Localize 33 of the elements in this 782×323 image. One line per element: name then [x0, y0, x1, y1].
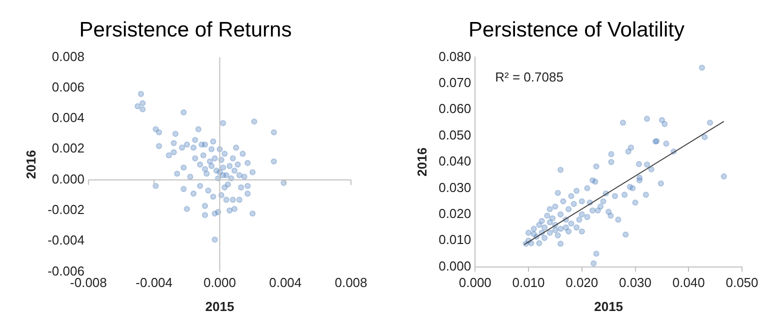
- annotation: R² = 0.7085: [495, 69, 564, 84]
- x-tick-label: 0.040: [672, 275, 705, 290]
- y-tick-label: 0.000: [438, 258, 472, 274]
- x-tick-label: 0.008: [334, 275, 368, 290]
- y-axis-title: 2016: [23, 150, 38, 179]
- chart-title: Persistence of Returns: [79, 18, 292, 42]
- y-tick-label: 0.008: [52, 48, 84, 64]
- x-tick-label: -0.004: [136, 275, 173, 290]
- y-tick-label: 0.030: [438, 180, 472, 195]
- y-tick-label: 0.080: [438, 48, 472, 64]
- y-tick-label: 0.002: [52, 140, 84, 156]
- y-tick-label: 0.000: [52, 171, 84, 186]
- x-tick-label: 0.000: [458, 275, 492, 290]
- y-tick-label: 0.040: [438, 154, 472, 169]
- x-axis-title: 2015: [594, 298, 624, 314]
- y-tick-label: 0.060: [438, 101, 472, 116]
- x-tick-label: 0.010: [512, 275, 545, 290]
- x-tick-label: 0.000: [203, 275, 236, 290]
- chart-title: Persistence of Volatility: [468, 18, 685, 42]
- x-tick-label: 0.030: [618, 275, 652, 290]
- x-tick-label: 0.020: [566, 275, 598, 290]
- x-axis-title: 2015: [205, 298, 234, 314]
- x-tick-label: 0.050: [726, 275, 758, 290]
- y-tick-label: 0.006: [52, 79, 84, 94]
- y-tick-label: 0.050: [438, 127, 472, 142]
- y-tick-label: 0.004: [52, 110, 84, 126]
- y-tick-label: -0.004: [48, 232, 84, 248]
- x-tick-label: 0.004: [269, 275, 302, 290]
- y-tick-label: 0.010: [438, 232, 472, 248]
- y-tick-label: 0.020: [438, 206, 472, 221]
- y-tick-label: -0.002: [48, 202, 84, 218]
- y-tick-label: 0.070: [438, 74, 472, 90]
- y-axis-title: 2016: [414, 148, 430, 176]
